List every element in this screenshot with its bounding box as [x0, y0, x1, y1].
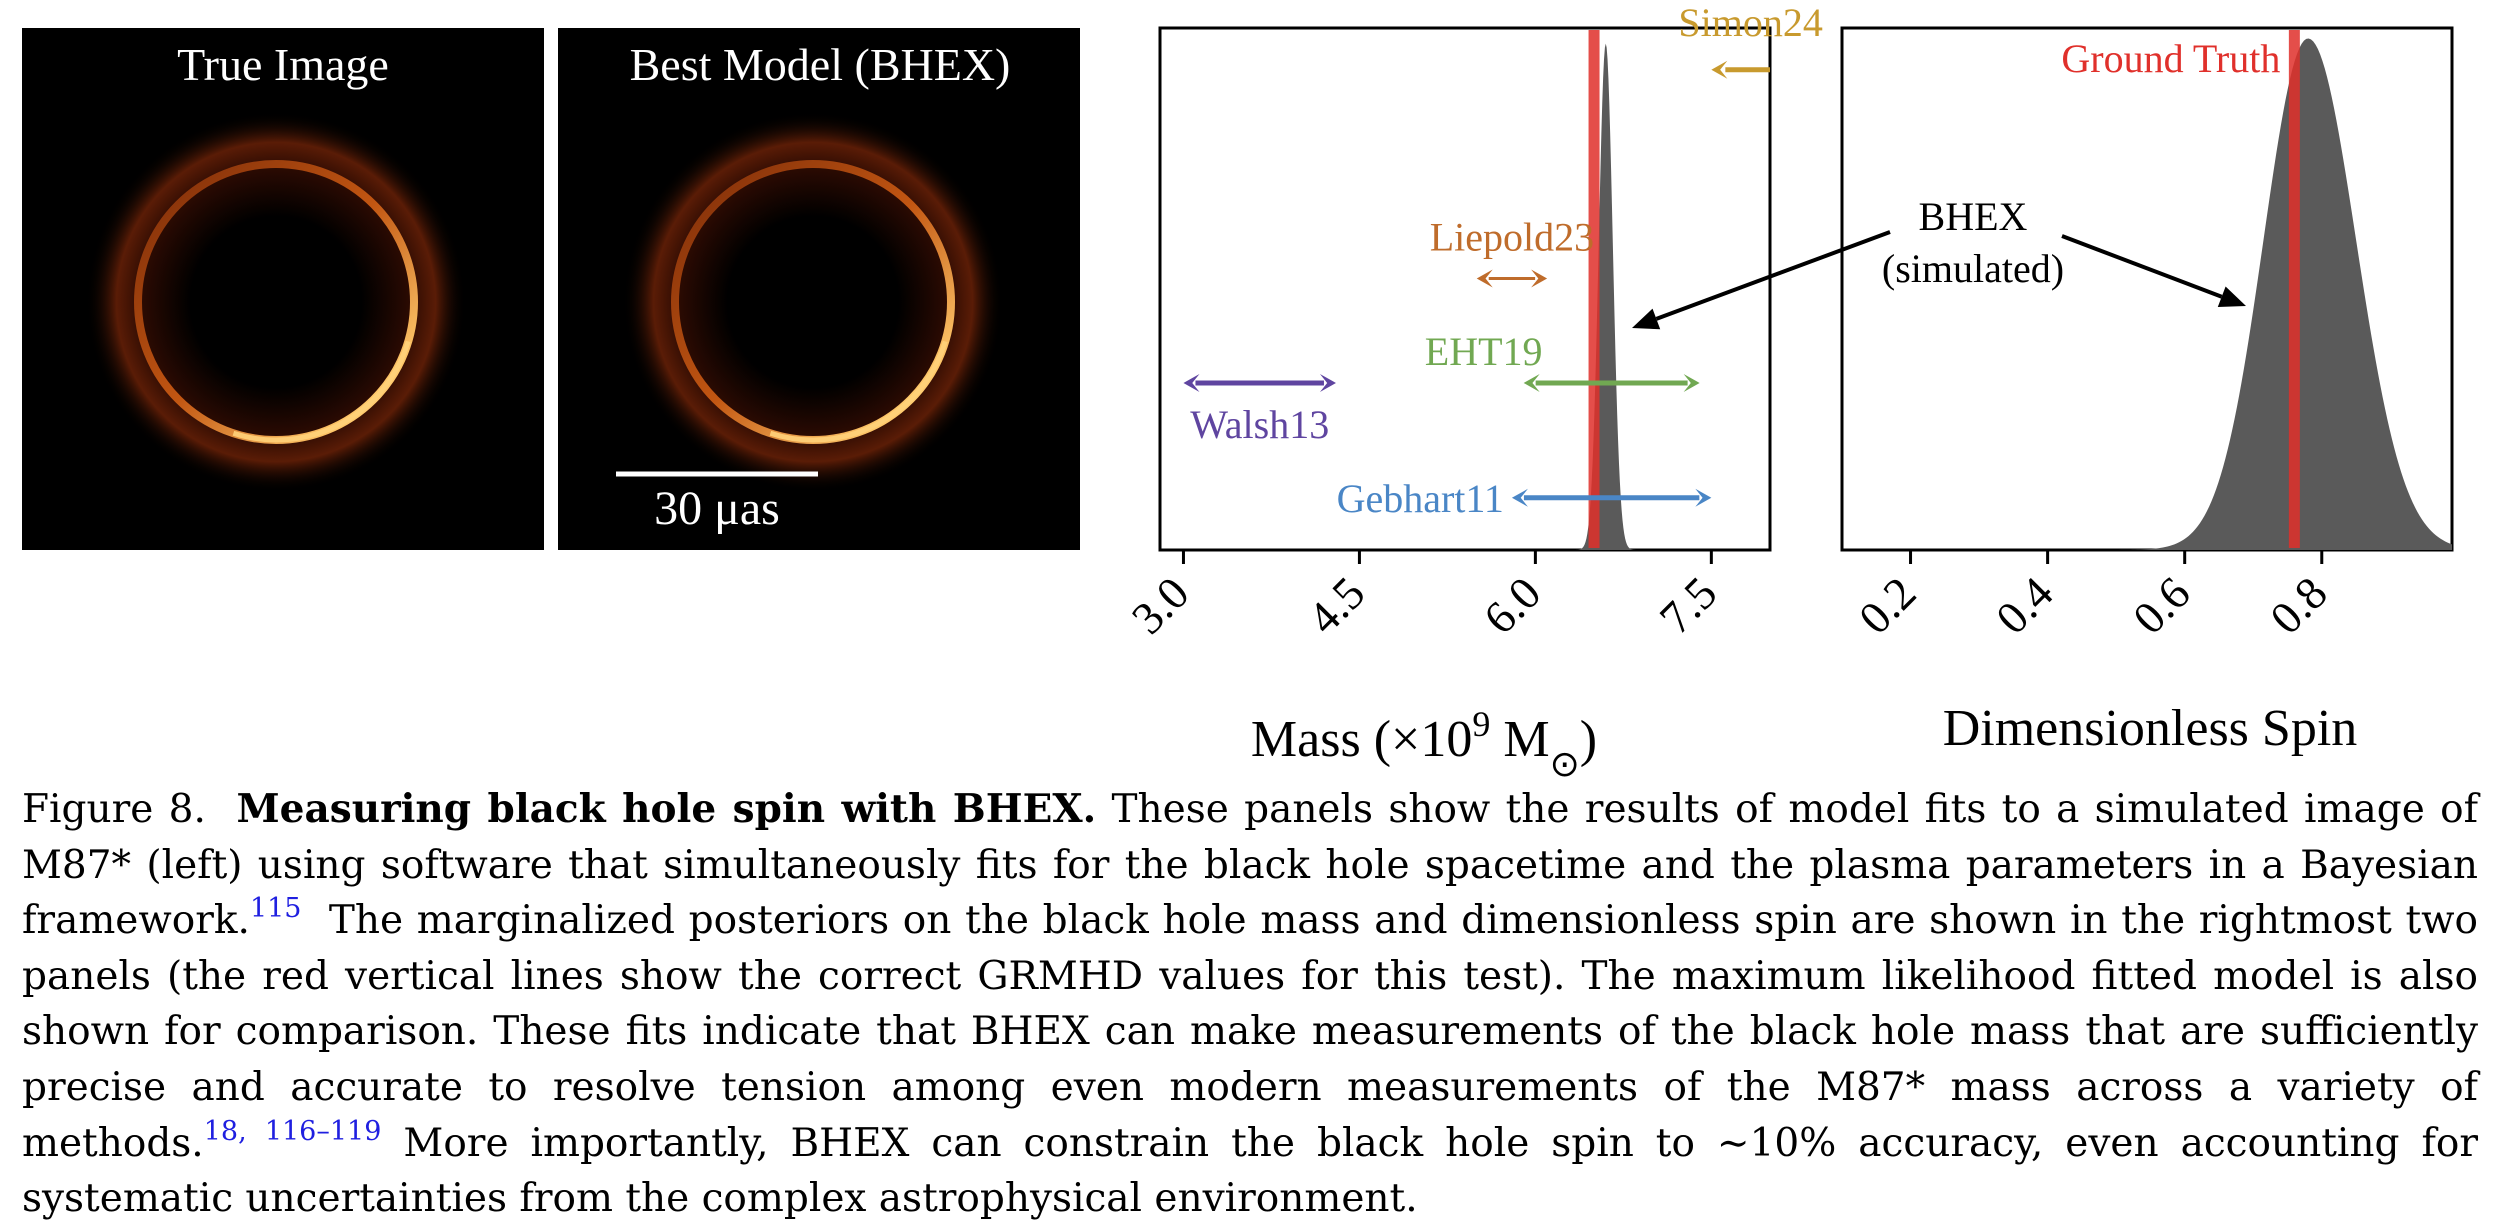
reference-18-116-119[interactable]: 18, 116–119	[203, 1115, 382, 1147]
annotation-arrow-line-2	[2061, 234, 2223, 299]
gebhart11-label: Gebhart11	[1337, 476, 1504, 521]
liepold23-arrowhead-right	[1531, 269, 1548, 288]
mass-tick-label: 7.5	[1650, 567, 1727, 644]
mass-tick-label: 3.0	[1122, 567, 1199, 644]
gebhart11-arrowhead-right	[1695, 488, 1712, 507]
figure: True Image Best Model (BHEX) 30 μas Simo…	[22, 0, 2454, 784]
ground-truth-label: Ground Truth	[2061, 36, 2280, 81]
annotation-arrowhead-1	[1632, 308, 1661, 330]
caption-text-3: More importantly, BHEX can constrain the…	[22, 1120, 2478, 1222]
spin-posterior-panel: Ground Truth 0.2 0.4 0.6 0.8 Dimensionless …	[1840, 26, 2454, 757]
spin-axis-label: Dimensionless Spin	[1943, 700, 2358, 757]
liepold23-label: Liepold23	[1430, 215, 1594, 260]
annotation-arrowhead-2	[2217, 286, 2246, 308]
mass-axis-label: Mass (×109 M⊙)	[1251, 704, 1597, 784]
caption-text-1: These panels show the results of model f…	[22, 787, 2478, 944]
spin-tick-label: 0.6	[2123, 567, 2200, 644]
reference-115[interactable]: 115	[249, 893, 302, 925]
mass-tick-label: 4.5	[1298, 567, 1375, 644]
caption-title: Measuring black hole spin with BHEX.	[236, 786, 1097, 832]
annotation-line-2: (simulated)	[1882, 246, 2064, 291]
simon24-arrowhead	[1711, 60, 1728, 79]
eht19-label: EHT19	[1425, 329, 1543, 374]
annotation-line-1: BHEX	[1919, 194, 2028, 239]
spin-posterior-area	[2081, 38, 2452, 550]
walsh13-arrowhead-right	[1319, 373, 1336, 392]
eht19-arrowhead-left	[1523, 373, 1540, 392]
best-model-title: Best Model (BHEX)	[630, 39, 1011, 90]
mass-tick-label: 6.0	[1474, 567, 1551, 644]
figure-caption: Figure 8. Measuring black hole spin with…	[22, 782, 2478, 1227]
caption-text-2: The marginalized posteriors on the black…	[22, 898, 2478, 1166]
liepold23-arrowhead-left	[1476, 269, 1493, 288]
walsh13-arrowhead-left	[1183, 373, 1200, 392]
figure-label: Figure 8.	[22, 787, 206, 832]
gebhart11-arrowhead-left	[1511, 488, 1528, 507]
simon24-label: Simon24	[1678, 0, 1822, 45]
spin-tick-label: 0.2	[1849, 567, 1926, 644]
eht19-arrowhead-right	[1683, 373, 1700, 392]
best-model-panel: Best Model (BHEX) 30 μas	[558, 28, 1080, 550]
spin-tick-label: 0.8	[2260, 567, 2337, 644]
true-image-panel: True Image	[22, 28, 544, 550]
scale-bar-label: 30 μas	[654, 482, 780, 535]
walsh13-label: Walsh13	[1190, 402, 1329, 447]
bhex-annotation: BHEX (simulated)	[1632, 194, 2246, 330]
mass-posterior-area	[1570, 43, 1641, 550]
true-image-title: True Image	[177, 39, 389, 90]
annotation-arrow-line-1	[1655, 230, 1891, 321]
spin-tick-label: 0.4	[1986, 567, 2063, 644]
